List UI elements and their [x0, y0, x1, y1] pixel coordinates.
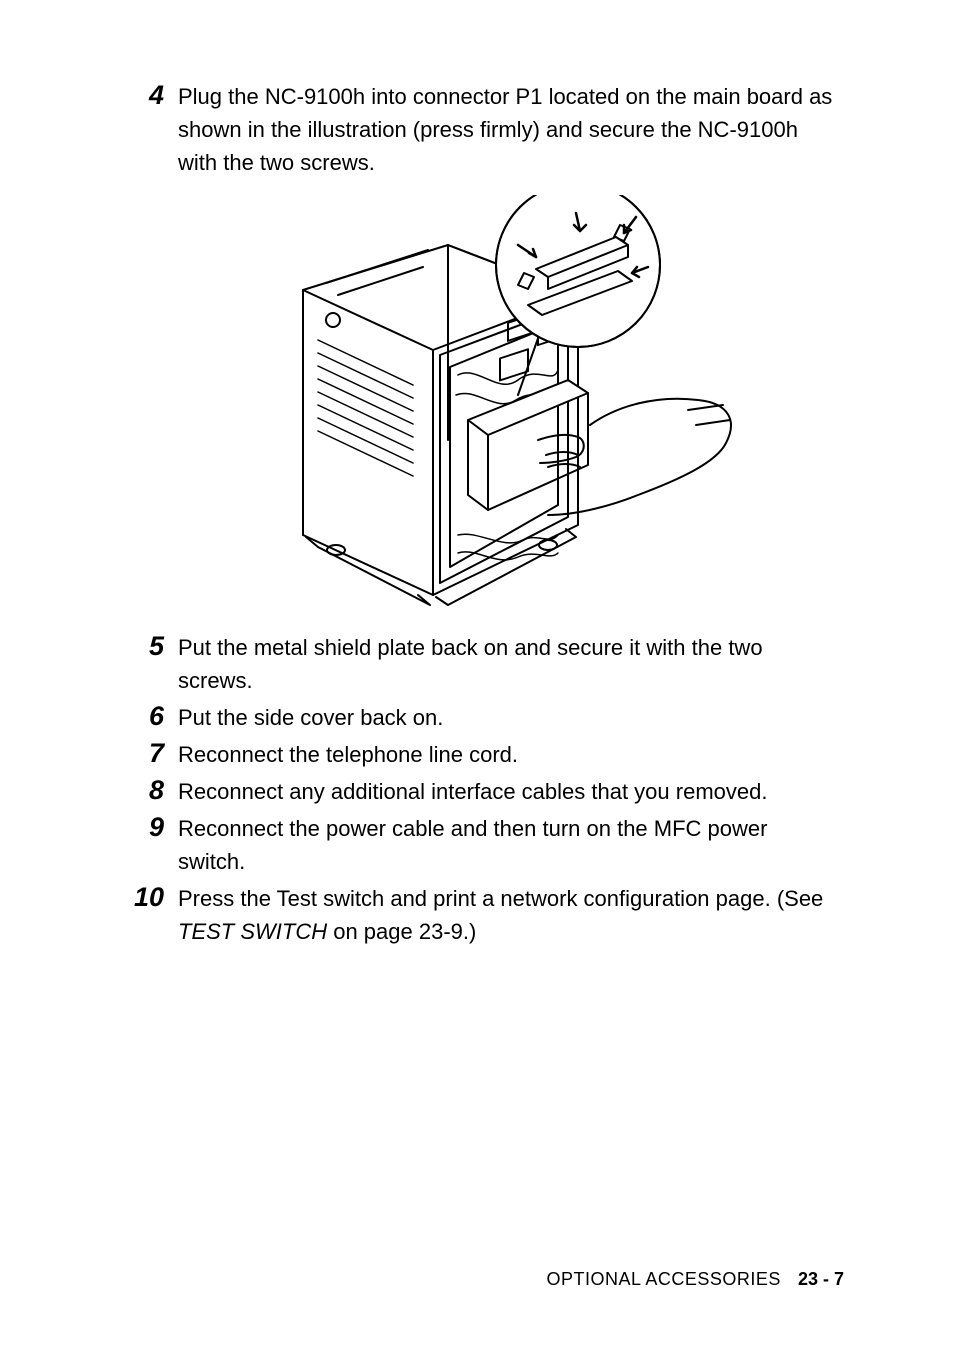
step-text-pre: Press the Test switch and print a networ… — [178, 886, 823, 911]
step-7: 7 Reconnect the telephone line cord. — [118, 736, 838, 771]
cross-reference: TEST SWITCH — [178, 919, 327, 944]
step-text: Put the side cover back on. — [178, 699, 443, 734]
page-footer: OPTIONAL ACCESSORIES 23 - 7 — [547, 1269, 844, 1290]
step-number: 10 — [118, 880, 178, 914]
step-text-post: on page 23-9.) — [327, 919, 476, 944]
step-number: 6 — [118, 699, 178, 733]
installation-illustration — [118, 195, 838, 615]
footer-section-label: OPTIONAL ACCESSORIES — [547, 1269, 781, 1289]
step-10: 10 Press the Test switch and print a net… — [118, 880, 838, 948]
steps-list: 4 Plug the NC-9100h into connector P1 lo… — [118, 78, 838, 950]
document-page: 4 Plug the NC-9100h into connector P1 lo… — [0, 0, 954, 1352]
step-number: 4 — [118, 78, 178, 112]
step-text: Put the metal shield plate back on and s… — [178, 629, 838, 697]
step-4: 4 Plug the NC-9100h into connector P1 lo… — [118, 78, 838, 179]
step-text: Plug the NC-9100h into connector P1 loca… — [178, 78, 838, 179]
step-9: 9 Reconnect the power cable and then tur… — [118, 810, 838, 878]
step-8: 8 Reconnect any additional interface cab… — [118, 773, 838, 808]
step-text: Reconnect the telephone line cord. — [178, 736, 518, 771]
footer-page-number: 23 - 7 — [798, 1269, 844, 1289]
step-number: 7 — [118, 736, 178, 770]
step-text: Reconnect any additional interface cable… — [178, 773, 767, 808]
step-number: 5 — [118, 629, 178, 663]
step-number: 8 — [118, 773, 178, 807]
step-5: 5 Put the metal shield plate back on and… — [118, 629, 838, 697]
step-text: Press the Test switch and print a networ… — [178, 880, 838, 948]
printer-install-diagram — [218, 195, 738, 615]
step-6: 6 Put the side cover back on. — [118, 699, 838, 734]
step-number: 9 — [118, 810, 178, 844]
step-text: Reconnect the power cable and then turn … — [178, 810, 838, 878]
